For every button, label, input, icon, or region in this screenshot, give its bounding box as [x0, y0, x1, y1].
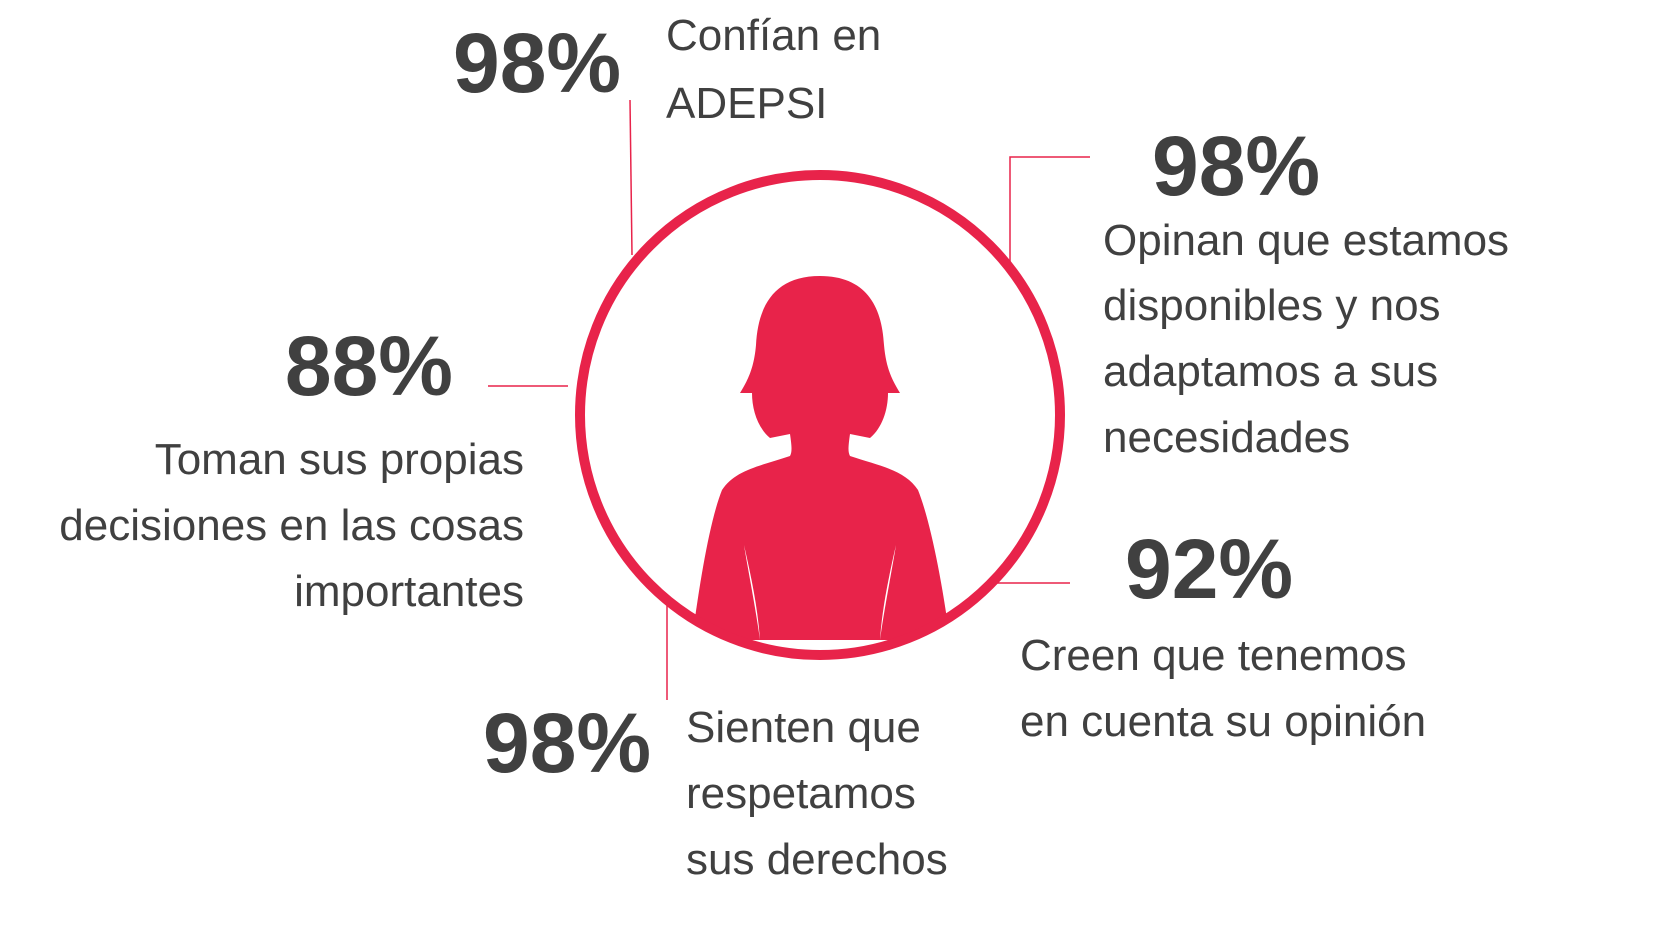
silhouette: [692, 276, 950, 640]
circle: [575, 170, 1065, 660]
label-line: Sienten que: [686, 703, 921, 752]
label-line: Confían en: [666, 11, 881, 60]
label-line: disponibles y nos: [1103, 281, 1441, 330]
label-line: respetamos: [686, 769, 916, 818]
percent: 98%: [453, 16, 621, 110]
label-line: adaptamos a sus: [1103, 347, 1438, 396]
connector: [629, 99, 633, 256]
percent: 98%: [483, 696, 651, 790]
label-line: Opinan que estamos: [1103, 216, 1509, 265]
label-line: necesidades: [1103, 413, 1350, 462]
label-line: ADEPSI: [666, 79, 827, 128]
label-line: Creen que tenemos: [1020, 631, 1406, 680]
label-line: Toman sus propias: [155, 435, 524, 484]
label-line: sus derechos: [686, 835, 948, 884]
connector: [1009, 156, 1090, 268]
label-line: decisiones en las cosas: [59, 501, 524, 550]
percent: 98%: [1152, 119, 1320, 213]
label-line: importantes: [294, 567, 524, 616]
label-line: en cuenta su opinión: [1020, 697, 1426, 746]
percent: 92%: [1125, 522, 1293, 616]
percent: 88%: [285, 319, 453, 413]
